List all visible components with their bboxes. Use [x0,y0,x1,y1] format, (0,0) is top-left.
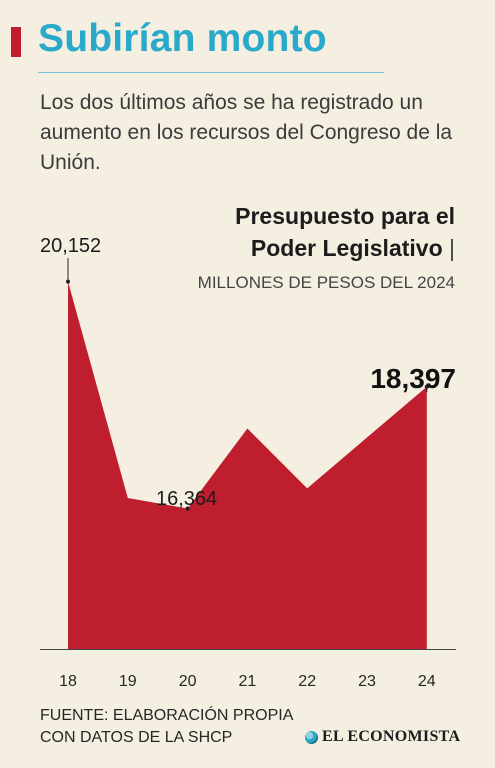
source-line-1: FUENTE: ELABORACIÓN PROPIA [40,707,294,724]
data-label: 16,364 [156,488,217,510]
data-point-marker [185,506,190,511]
headline: Subirían monto [38,17,327,60]
chart-title-line2: Poder Legislativo [250,235,443,261]
accent-bar [11,27,21,57]
source-line-2: CON DATOS DE LA SHCP [40,729,233,746]
area-series [68,281,427,649]
source-note: FUENTE: ELABORACIÓN PROPIA CON DATOS DE … [40,705,293,749]
x-tick-label: 20 [179,673,197,690]
data-label: 18,397 [370,363,456,394]
subtitle: Los dos últimos años se ha registrado un… [40,91,453,174]
title-separator: | [449,235,455,261]
x-tick-label: 24 [418,673,436,690]
chart-title: Presupuesto para el Poder Legislativo | [235,200,455,264]
unit-label: MILLONES DE PESOS DEL 2024 [197,273,455,292]
globe-icon [305,730,318,744]
chart-title-line1: Presupuesto para el [235,203,455,229]
x-tick-label: 23 [358,673,376,690]
x-tick-label: 21 [239,673,257,690]
x-tick-label: 18 [59,673,77,690]
x-tick-label: 19 [119,673,137,690]
brand-name: EL ECONOMISTA [322,728,461,745]
data-point-marker [66,279,70,284]
brand-logo: EL ECONOMISTA [305,728,460,746]
data-point-marker [424,384,429,389]
data-label: 20,152 [40,235,101,257]
headline-rule [38,72,384,73]
x-tick-label: 22 [298,673,316,690]
